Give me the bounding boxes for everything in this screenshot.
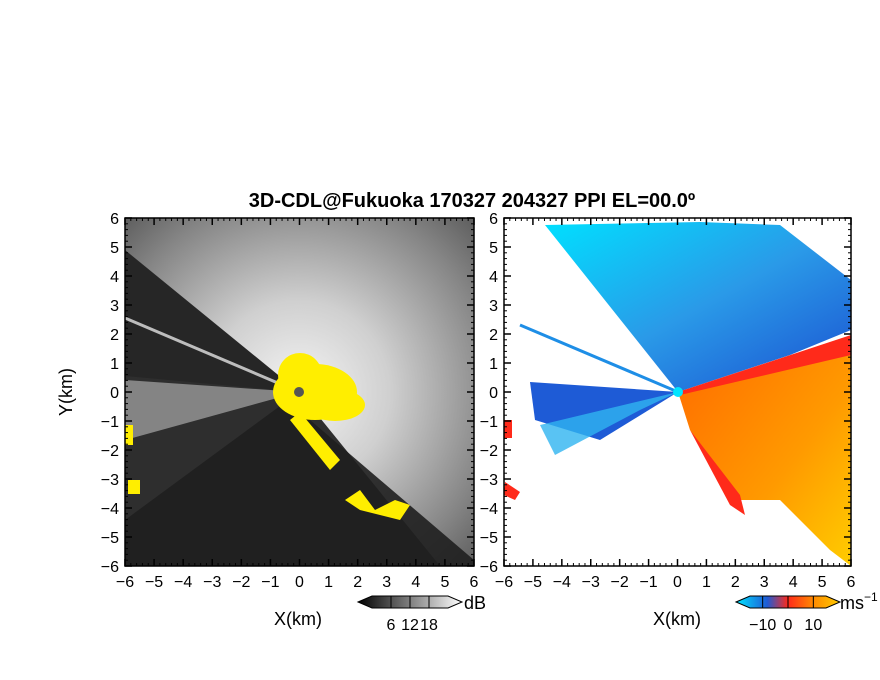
x-tick-label: −6 xyxy=(495,574,513,591)
x-tick-label: 5 xyxy=(818,574,827,591)
x-tick-label: −4 xyxy=(174,574,192,591)
reflectivity-overflow xyxy=(125,353,410,520)
x-tick-label: 3 xyxy=(382,574,391,591)
x-tick-label: −2 xyxy=(611,574,629,591)
y-tick-label: −3 xyxy=(480,472,498,489)
x-tick-label: −6 xyxy=(116,574,134,591)
velocity-axes: −6 −5 −4 −3 −2 −1 0 1 2 3 4 5 6 6 5 4 3 2 1 0 −1 −2 −3 −4 −5 −6 xyxy=(480,211,856,591)
velocity-zero-band xyxy=(678,335,851,395)
y-tick-label: 6 xyxy=(110,211,119,228)
velocity-positive-sector xyxy=(678,340,851,566)
colorbar-db: 6 12 18 dB xyxy=(356,593,486,634)
reflectivity-radar-site xyxy=(294,387,304,397)
colorbar-velocity-unit: ms−1 xyxy=(840,590,878,613)
colorbar-velocity-tick-label: 0 xyxy=(784,617,793,634)
x-tick-label: −3 xyxy=(582,574,600,591)
x-tick-label: 0 xyxy=(673,574,682,591)
y-tick-label: −2 xyxy=(480,443,498,460)
x-axis-label-right: X(km) xyxy=(653,609,701,629)
colorbar-velocity-tick-label: 10 xyxy=(804,617,822,634)
reflectivity-axes: −6 −5 −4 −3 −2 −1 0 1 2 3 4 5 6 6 5 4 3 2 1 0 −1 −2 −3 −4 −5 −6 xyxy=(101,211,479,591)
chart-title: 3D-CDL@Fukuoka 170327 204327 PPI EL=00.0… xyxy=(249,190,695,212)
x-tick-label: 6 xyxy=(470,574,479,591)
colorbar-db-tick-label: 6 xyxy=(387,617,396,634)
y-tick-label: 1 xyxy=(489,356,498,373)
y-tick-label: −1 xyxy=(480,414,498,431)
y-tick-label: −4 xyxy=(480,501,498,518)
colorbar-db-tick-label: 18 xyxy=(420,617,438,634)
x-tick-label: −5 xyxy=(524,574,542,591)
y-tick-label: −4 xyxy=(101,501,119,518)
colorbar-velocity-tick-label: −10 xyxy=(749,617,776,634)
x-tick-label: −2 xyxy=(232,574,250,591)
y-tick-label: −6 xyxy=(101,559,119,576)
x-tick-label: 4 xyxy=(789,574,798,591)
y-tick-label: −6 xyxy=(480,559,498,576)
y-tick-label: 4 xyxy=(110,269,119,286)
reflectivity-beam-left xyxy=(125,380,299,440)
x-tick-label: 3 xyxy=(760,574,769,591)
x-tick-label: −5 xyxy=(145,574,163,591)
y-tick-label: 5 xyxy=(110,240,119,257)
x-tick-label: 4 xyxy=(411,574,420,591)
y-tick-label: 3 xyxy=(110,298,119,315)
reflectivity-dark-sector-lower xyxy=(125,392,474,566)
velocity-negative-sector xyxy=(545,222,851,392)
x-tick-label: 0 xyxy=(295,574,304,591)
velocity-panel xyxy=(504,218,851,566)
x-tick-label: −4 xyxy=(553,574,571,591)
y-tick-label: −1 xyxy=(101,414,119,431)
y-tick-label: 2 xyxy=(110,327,119,344)
velocity-unit-exponent: −1 xyxy=(864,590,878,604)
reflectivity-panel xyxy=(125,218,474,566)
x-tick-label: −3 xyxy=(203,574,221,591)
y-tick-label: −3 xyxy=(101,472,119,489)
x-tick-label: 1 xyxy=(702,574,711,591)
y-tick-label: 1 xyxy=(110,356,119,373)
x-tick-label: 2 xyxy=(731,574,740,591)
x-tick-label: −1 xyxy=(639,574,657,591)
x-tick-label: 1 xyxy=(324,574,333,591)
velocity-radar-site xyxy=(673,387,683,397)
colorbar-db-tick-label: 12 xyxy=(401,617,419,634)
x-tick-label: 2 xyxy=(353,574,362,591)
colorbar-db-unit: dB xyxy=(464,593,486,613)
velocity-unit-base: ms xyxy=(840,593,864,613)
y-tick-label: 3 xyxy=(489,298,498,315)
x-tick-label: 6 xyxy=(847,574,856,591)
x-tick-label: −1 xyxy=(261,574,279,591)
x-tick-label: 5 xyxy=(440,574,449,591)
y-tick-label: 0 xyxy=(110,385,119,402)
colorbar-velocity: −10 0 10 ms−1 xyxy=(734,590,878,634)
y-tick-label: −5 xyxy=(480,530,498,547)
y-tick-label: 6 xyxy=(489,211,498,228)
y-tick-label: −2 xyxy=(101,443,119,460)
y-tick-label: −5 xyxy=(101,530,119,547)
x-axis-label-left: X(km) xyxy=(274,609,322,629)
y-tick-label: 0 xyxy=(489,385,498,402)
y-tick-label: 4 xyxy=(489,269,498,286)
y-axis-label: Y(km) xyxy=(56,368,76,416)
y-tick-label: 5 xyxy=(489,240,498,257)
reflectivity-dark-wedge-left xyxy=(125,250,299,392)
y-tick-label: 2 xyxy=(489,327,498,344)
